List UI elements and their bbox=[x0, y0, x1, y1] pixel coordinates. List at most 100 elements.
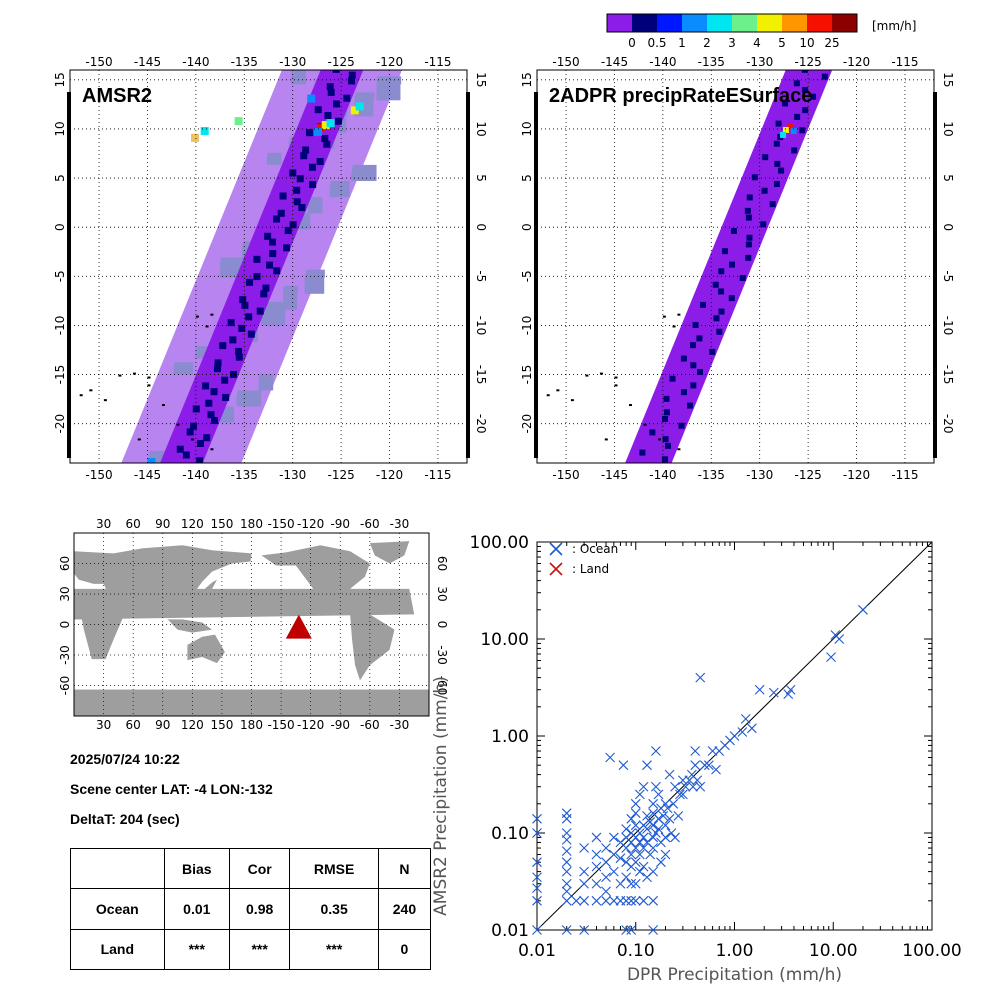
rain-cell bbox=[775, 120, 782, 127]
heavy-rain-cell bbox=[326, 119, 335, 128]
lat-tick-label: 15 bbox=[474, 72, 488, 87]
lat-tick-label: -10 bbox=[474, 316, 488, 336]
lat-tick-label: -5 bbox=[474, 270, 488, 282]
rain-cell bbox=[728, 295, 735, 302]
colorbar-frame bbox=[606, 13, 858, 33]
island-marker bbox=[662, 315, 666, 318]
rain-cell bbox=[334, 117, 342, 125]
rain-cell bbox=[176, 445, 184, 453]
data-point bbox=[634, 837, 645, 848]
data-point bbox=[601, 895, 611, 906]
rain-cell bbox=[696, 335, 703, 342]
island-marker bbox=[643, 423, 647, 426]
lon-tick-label: -115 bbox=[891, 468, 918, 482]
data-point bbox=[579, 925, 590, 935]
data-point bbox=[666, 828, 677, 838]
rain-cell bbox=[293, 186, 301, 194]
lon-tick-label: -60 bbox=[360, 718, 380, 732]
data-point bbox=[660, 832, 671, 843]
data-point bbox=[634, 866, 645, 877]
data-point bbox=[695, 672, 706, 683]
rain-cell bbox=[207, 411, 215, 419]
rain-cell bbox=[247, 330, 255, 338]
lon-tick-label: -130 bbox=[746, 55, 773, 69]
data-point bbox=[783, 689, 794, 700]
scene-center-marker bbox=[285, 614, 312, 639]
lon-tick-label: -120 bbox=[297, 517, 324, 531]
data-point bbox=[626, 895, 637, 906]
data-point bbox=[690, 760, 701, 771]
data-point bbox=[561, 813, 572, 824]
delta-t-label: DeltaT: 204 (sec) bbox=[70, 811, 180, 827]
rain-cell bbox=[300, 152, 308, 160]
lon-tick-label: 30 bbox=[96, 517, 111, 531]
rain-cell bbox=[718, 308, 725, 315]
data-point bbox=[579, 843, 590, 853]
heavy-rain-cell bbox=[191, 133, 200, 142]
island-marker bbox=[570, 399, 574, 402]
rain-cell bbox=[348, 71, 356, 79]
data-point bbox=[673, 811, 684, 821]
data-point bbox=[690, 746, 701, 756]
rain-cell bbox=[289, 221, 297, 229]
data-point bbox=[532, 883, 542, 894]
data-point bbox=[634, 789, 645, 800]
heavy-rain-cell bbox=[234, 117, 243, 126]
rain-cell bbox=[289, 169, 297, 177]
island-marker bbox=[195, 315, 199, 318]
colorbar-swatch bbox=[707, 14, 732, 32]
rain-cell bbox=[213, 365, 221, 373]
rain-cell bbox=[690, 382, 697, 389]
light-rain-patch bbox=[307, 201, 322, 214]
lat-tick-label: 0 bbox=[435, 621, 449, 629]
rain-cell bbox=[791, 147, 798, 154]
island-marker bbox=[147, 376, 151, 379]
table-cell: *** bbox=[289, 928, 379, 971]
rain-cell bbox=[239, 296, 247, 304]
rain-cell bbox=[343, 94, 351, 102]
scene-center-label: Scene center LAT: -4 LON:-132 bbox=[70, 781, 273, 797]
data-point bbox=[680, 781, 691, 792]
rain-cell bbox=[745, 254, 752, 261]
data-point bbox=[638, 781, 649, 792]
data-point bbox=[626, 925, 637, 935]
colorbar-tick-label: 5 bbox=[778, 36, 786, 50]
rain-cell bbox=[284, 227, 292, 235]
rain-cell bbox=[235, 353, 243, 361]
lon-tick-label: -30 bbox=[390, 517, 410, 531]
light-rain-patch bbox=[377, 76, 402, 85]
colorbar-tick-label: 3 bbox=[728, 36, 736, 50]
data-point bbox=[630, 820, 641, 831]
light-rain-patch bbox=[283, 285, 298, 294]
japan-landmass bbox=[202, 579, 217, 591]
light-rain-patch bbox=[291, 70, 306, 85]
island-marker bbox=[205, 325, 209, 328]
heavy-rain-cell bbox=[786, 123, 793, 130]
rain-cell bbox=[321, 134, 329, 142]
data-point bbox=[668, 798, 679, 809]
data-point bbox=[645, 849, 656, 860]
y-tick-label: 1.00 bbox=[491, 727, 529, 747]
data-point bbox=[579, 895, 590, 906]
rain-cell bbox=[712, 281, 719, 288]
north-america-landmass bbox=[261, 545, 370, 605]
data-point bbox=[740, 714, 751, 724]
rain-cell bbox=[253, 273, 261, 281]
lon-tick-label: -115 bbox=[891, 55, 918, 69]
rain-cell bbox=[262, 284, 270, 292]
rain-cell bbox=[751, 174, 758, 181]
rain-cell bbox=[283, 244, 291, 252]
table-cell: 0 bbox=[377, 928, 432, 971]
lat-tick-label: 0 bbox=[941, 223, 955, 231]
data-point bbox=[579, 866, 590, 877]
colorbar-tick-label: 10 bbox=[799, 36, 814, 50]
rain-cell bbox=[323, 140, 331, 148]
table-row: Land *** *** *** 0 bbox=[70, 928, 432, 971]
lat-tick-label: 30 bbox=[58, 586, 72, 601]
rain-cell bbox=[205, 399, 213, 407]
data-point bbox=[561, 878, 572, 889]
rain-cell bbox=[347, 77, 355, 85]
heavy-rain-cell bbox=[350, 106, 359, 115]
data-point bbox=[532, 828, 542, 838]
data-point bbox=[561, 886, 572, 897]
